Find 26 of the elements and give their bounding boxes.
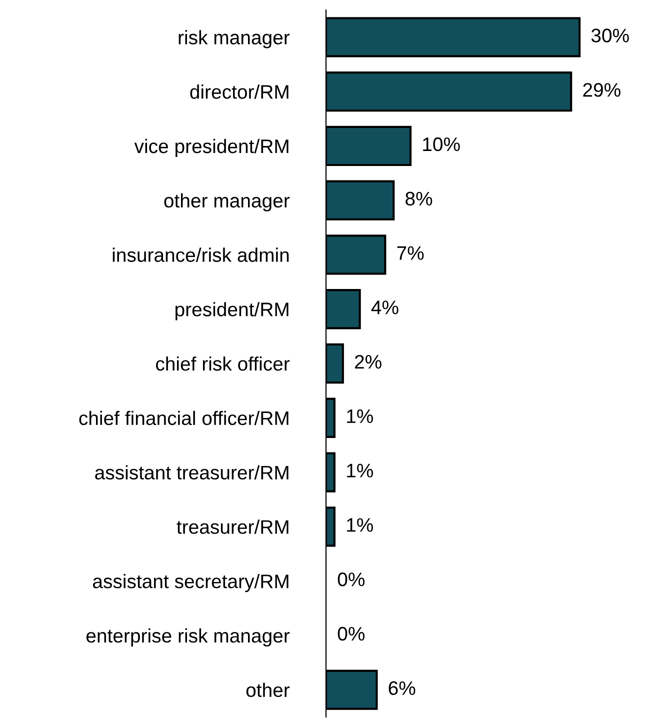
y-tick-label: director/RM xyxy=(190,84,288,99)
data-label: 10% xyxy=(423,137,460,152)
y-tick-label: chief risk officer xyxy=(156,356,290,371)
data-label: 1% xyxy=(347,518,373,532)
y-tick-label: treasurer/RM xyxy=(176,520,288,534)
data-label: 2% xyxy=(354,354,382,369)
data-label: 1% xyxy=(347,409,373,424)
data-label: 7% xyxy=(397,246,424,260)
y-tick-label: chief financial officer/RM xyxy=(79,410,288,426)
y-tick-label: enterprise risk manager xyxy=(86,628,290,647)
y-tick-label: assistant secretary/RM xyxy=(92,574,288,592)
data-label: 0% xyxy=(338,626,365,641)
data-label: 1% xyxy=(347,464,373,478)
y-tick-label: other manager xyxy=(164,193,290,212)
data-label: 29% xyxy=(583,83,620,97)
y-tick-label: vice president/RM xyxy=(134,138,288,158)
data-label: 6% xyxy=(388,681,416,696)
y-tick-label: other xyxy=(246,682,290,698)
data-label: 30% xyxy=(591,28,629,42)
y-tick-label: president/RM xyxy=(176,302,288,320)
data-label: 0% xyxy=(338,572,365,586)
data-label: 8% xyxy=(406,192,432,206)
y-tick-label: assistant treasurer/RM xyxy=(95,465,288,480)
y-tick-label: risk manager xyxy=(178,30,290,48)
data-label: 4% xyxy=(371,300,398,314)
y-tick-label: insurance/risk admin xyxy=(112,248,289,262)
